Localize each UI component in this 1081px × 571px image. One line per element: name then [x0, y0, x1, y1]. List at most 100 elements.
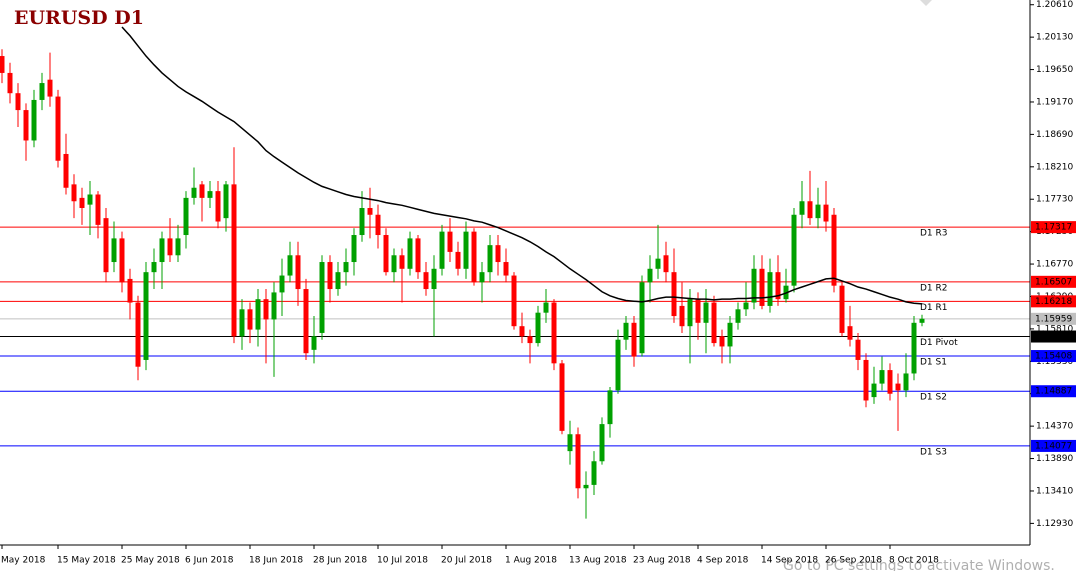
candle-body	[167, 238, 173, 256]
candle-body	[311, 336, 317, 350]
candle-body	[135, 302, 141, 367]
candle-body	[391, 255, 397, 273]
candle-body	[319, 262, 325, 333]
candle-body	[711, 302, 717, 344]
candle-body	[23, 110, 29, 141]
candle-body	[431, 268, 437, 290]
x-tick-label: 15 May 2018	[57, 556, 116, 566]
candle-body	[679, 305, 685, 327]
candle-body	[415, 238, 421, 273]
chart-title: EURUSD D1	[14, 7, 144, 29]
candle-body	[271, 292, 277, 320]
candle-body	[703, 302, 709, 323]
candle-body	[671, 272, 677, 317]
candle-body	[247, 309, 253, 330]
x-tick-label: 1 Aug 2018	[505, 556, 557, 566]
x-tick-label: 14 Sep 2018	[761, 556, 818, 566]
candle-body	[63, 153, 69, 188]
plot-area: D1 R3 D1 R2 D1 R1 D1 Pivot D1 S1 D1 S2 D1 S3	[0, 26, 1030, 519]
candle-body	[223, 184, 229, 219]
candle-body	[535, 312, 541, 344]
candle-body	[551, 302, 557, 364]
candle-body	[151, 262, 157, 273]
current-price-box	[1031, 312, 1076, 325]
candle-body	[855, 339, 861, 360]
candle-body	[439, 231, 445, 269]
pivot-label: D1 R1	[920, 303, 948, 313]
x-tick-label: 25 May 2018	[121, 556, 180, 566]
candle-body	[143, 272, 149, 360]
candle-body	[607, 390, 613, 425]
candle-body	[511, 275, 517, 327]
x-tick-label: 18 Jun 2018	[249, 556, 303, 566]
candle-body	[831, 214, 837, 286]
pivot-label: D1 Pivot	[920, 338, 958, 348]
level-value: 1.16218	[1035, 297, 1072, 307]
candle-body	[727, 322, 733, 347]
candle-body	[583, 484, 589, 489]
candle-body	[287, 255, 293, 276]
level-box	[1031, 330, 1076, 343]
y-tick-label: 1.17730	[1036, 195, 1073, 205]
level-value: 1.14887	[1035, 387, 1072, 397]
y-tick-label: 1.19650	[1036, 65, 1073, 75]
candle-body	[647, 268, 653, 283]
level-box	[1031, 385, 1076, 398]
candle-body	[751, 268, 757, 303]
candle-body	[231, 184, 237, 337]
candle-body	[911, 322, 917, 374]
candle-body	[495, 245, 501, 263]
candle-body	[375, 214, 381, 236]
candle-body	[719, 336, 725, 347]
candle-body	[615, 339, 621, 391]
candle-body	[735, 309, 741, 323]
candle-body	[279, 275, 285, 293]
candle-body	[15, 93, 21, 111]
pivot-label: D1 S3	[920, 447, 947, 457]
y-tick-label: 1.18210	[1036, 162, 1073, 172]
x-tick-label: 28 Jun 2018	[313, 556, 367, 566]
candle-body	[767, 272, 773, 306]
level-value: 1.16507	[1035, 277, 1072, 287]
y-tick-label: 1.20130	[1036, 33, 1073, 43]
candle-body	[839, 285, 845, 333]
x-tick-label: 8 Oct 2018	[889, 556, 939, 566]
x-tick-label: 10 Jul 2018	[377, 556, 428, 566]
candle-body	[759, 268, 765, 306]
candle-body	[471, 231, 477, 283]
candle-body	[383, 235, 389, 273]
y-tick-label: 1.14370	[1036, 422, 1073, 432]
candle-body	[623, 322, 629, 340]
candle-body	[79, 197, 85, 209]
x-tick-label: 13 Aug 2018	[569, 556, 627, 566]
y-tick-label: 1.15810	[1036, 324, 1073, 334]
candle-body	[863, 359, 869, 401]
y-tick-label: 1.16770	[1036, 260, 1073, 270]
level-box	[1031, 295, 1076, 308]
candle-body	[119, 238, 125, 283]
candle-body	[399, 255, 405, 269]
candle-body	[183, 197, 189, 236]
y-tick-label: 1.19170	[1036, 97, 1073, 107]
candle-body	[207, 191, 213, 198]
moving-average	[121, 26, 923, 305]
y-tick-label: 1.13890	[1036, 454, 1073, 464]
candle-body	[791, 214, 797, 286]
candle-body	[743, 302, 749, 310]
candle-body	[87, 194, 93, 205]
candle-body	[807, 201, 813, 219]
candle-body	[295, 255, 301, 290]
candle-body	[31, 99, 37, 141]
candle-body	[255, 299, 261, 330]
scroll-icon	[920, 0, 932, 6]
candle-body	[823, 204, 829, 222]
y-tick-label: 1.18690	[1036, 130, 1073, 140]
candle-body	[519, 326, 525, 337]
candle-body	[215, 191, 221, 222]
level-box	[1031, 275, 1076, 288]
candle-body	[871, 383, 877, 398]
candle-body	[655, 258, 661, 269]
candle-body	[887, 370, 893, 394]
candle-body	[7, 72, 13, 94]
candle-body	[103, 218, 109, 273]
